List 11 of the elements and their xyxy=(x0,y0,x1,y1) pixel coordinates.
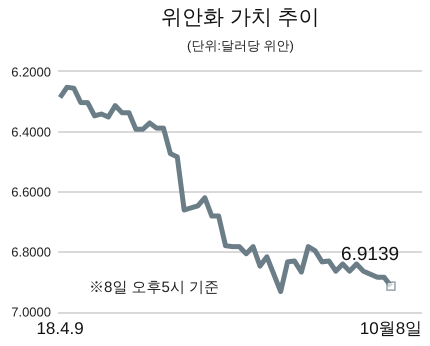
chart-title: 위안화 가치 추이 xyxy=(161,6,320,29)
y-tick-label: 6.8000 xyxy=(11,244,51,260)
x-tick-label: 10월8일 xyxy=(360,319,422,338)
annotation: 6.9139 xyxy=(341,244,400,265)
chart-subtitle: (단위:달러당 위안) xyxy=(187,38,294,53)
y-tick-label: 6.2000 xyxy=(11,64,51,80)
y-tick-label: 6.4000 xyxy=(11,124,51,140)
annotation: ※8일 오후5시 기준 xyxy=(89,279,220,296)
y-tick-label: 6.6000 xyxy=(11,184,51,200)
x-tick-label: 18.4.9 xyxy=(36,319,84,338)
y-tick-label: 7.0000 xyxy=(11,304,51,320)
